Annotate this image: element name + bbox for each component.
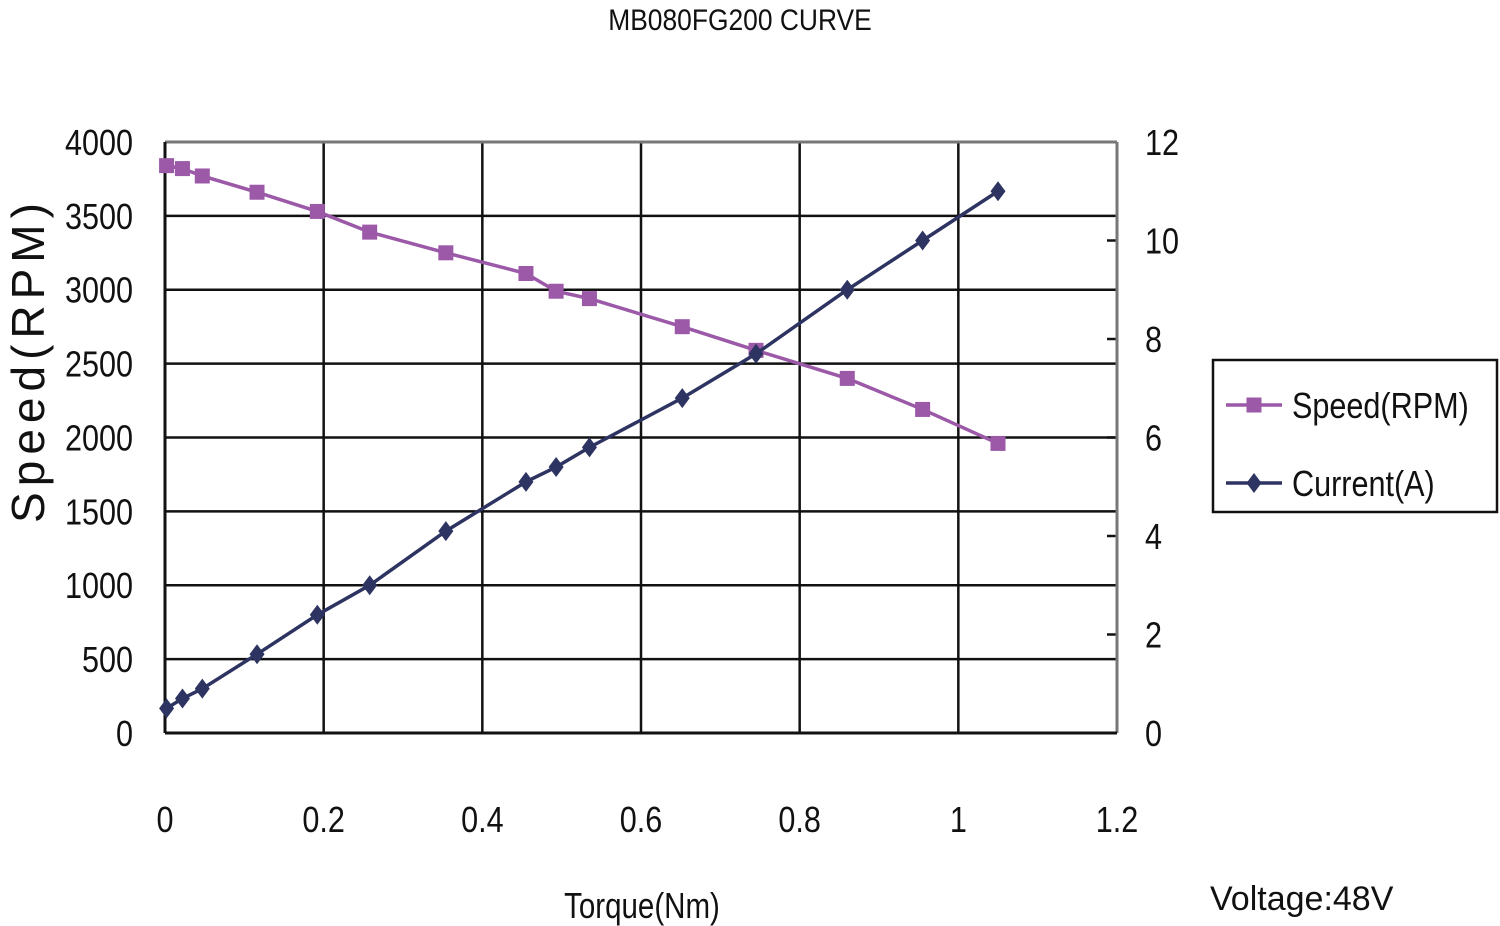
x-tick-label: 0.4 bbox=[461, 801, 504, 841]
y-right-tick-label: 12 bbox=[1145, 124, 1179, 164]
legend-current-label: Current(A) bbox=[1292, 465, 1435, 505]
plot-area: 0 500 1000 1500 2000 2500 3000 3500 4000 0 0.2 0.4 0… bbox=[65, 124, 1179, 841]
y-right-tick-label: 10 bbox=[1145, 222, 1179, 262]
speed-data-point bbox=[159, 158, 175, 174]
y-left-tick-label: 3000 bbox=[65, 272, 133, 312]
current-data-point bbox=[249, 644, 265, 665]
y-left-tick-label: 500 bbox=[82, 641, 133, 681]
x-axis-label: Torque(Nm) bbox=[564, 885, 720, 925]
current-data-point bbox=[748, 343, 764, 364]
y-right-tick-label: 2 bbox=[1145, 616, 1162, 656]
speed-data-point bbox=[174, 161, 190, 177]
current-data-point bbox=[518, 471, 534, 492]
speed-data-point bbox=[518, 265, 534, 281]
y-left-tick-label: 4000 bbox=[65, 124, 133, 164]
y-left-tick-label: 1500 bbox=[65, 493, 133, 533]
speed-data-point bbox=[581, 291, 597, 307]
y-left-tick-label: 0 bbox=[116, 715, 133, 755]
current-data-point bbox=[839, 279, 855, 300]
speed-data-point bbox=[990, 435, 1006, 451]
series-layer bbox=[159, 158, 1006, 719]
y-axis-left-label: Speed(RPM) bbox=[2, 197, 54, 523]
y-right-tick-label: 4 bbox=[1145, 518, 1162, 558]
current-data-point bbox=[362, 575, 378, 596]
y-left-tick-label: 3500 bbox=[65, 198, 133, 238]
speed-data-point bbox=[548, 283, 564, 299]
y-right-tick-label: 0 bbox=[1145, 715, 1162, 755]
current-data-point bbox=[548, 457, 564, 478]
current-data-point bbox=[309, 604, 325, 625]
speed-data-point bbox=[674, 319, 690, 335]
x-tick-label: 0.2 bbox=[302, 801, 345, 841]
chart-title: MB080FG200 CURVE bbox=[608, 2, 872, 36]
legend-current-marker bbox=[1246, 473, 1262, 493]
legend-box bbox=[1211, 358, 1499, 514]
speed-data-point bbox=[249, 184, 265, 200]
current-data-point bbox=[674, 388, 690, 409]
current-series-line bbox=[165, 189, 999, 710]
x-tick-label: 0.6 bbox=[620, 801, 663, 841]
legend: Speed(RPM) Current(A) bbox=[1211, 358, 1499, 514]
speed-data-point bbox=[309, 203, 325, 219]
current-data-point bbox=[194, 678, 210, 699]
current-data-point bbox=[990, 181, 1006, 202]
y-left-tick-label: 2500 bbox=[65, 345, 133, 385]
legend-speed-label: Speed(RPM) bbox=[1292, 387, 1469, 427]
speed-data-point bbox=[915, 401, 931, 417]
x-tick-label: 0.8 bbox=[778, 801, 821, 841]
legend-speed-marker bbox=[1246, 397, 1262, 413]
x-tick-label: 1 bbox=[950, 801, 967, 841]
current-data-point bbox=[581, 437, 597, 458]
voltage-annotation: Voltage:48V bbox=[1210, 880, 1394, 918]
x-tick-label: 0 bbox=[156, 801, 173, 841]
speed-data-point bbox=[438, 245, 454, 261]
current-data-point bbox=[174, 688, 190, 709]
speed-data-point bbox=[194, 168, 210, 184]
x-tick-label: 1.2 bbox=[1096, 801, 1139, 841]
y-left-tick-label: 2000 bbox=[65, 419, 133, 459]
speed-data-point bbox=[362, 224, 378, 240]
current-data-point bbox=[915, 230, 931, 251]
current-data-point bbox=[159, 698, 175, 719]
y-right-tick-label: 6 bbox=[1145, 419, 1162, 459]
y-right-tick-label: 8 bbox=[1145, 321, 1162, 361]
y-left-tick-label: 1000 bbox=[65, 567, 133, 607]
current-data-point bbox=[438, 521, 454, 542]
speed-data-point bbox=[839, 370, 855, 386]
